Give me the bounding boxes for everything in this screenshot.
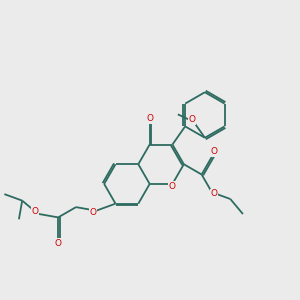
Text: O: O (32, 207, 39, 216)
Text: O: O (55, 239, 62, 248)
Text: O: O (90, 208, 97, 217)
Text: O: O (169, 182, 176, 191)
Text: O: O (211, 189, 218, 198)
Text: O: O (146, 114, 153, 123)
Text: O: O (210, 147, 217, 156)
Text: O: O (189, 115, 196, 124)
